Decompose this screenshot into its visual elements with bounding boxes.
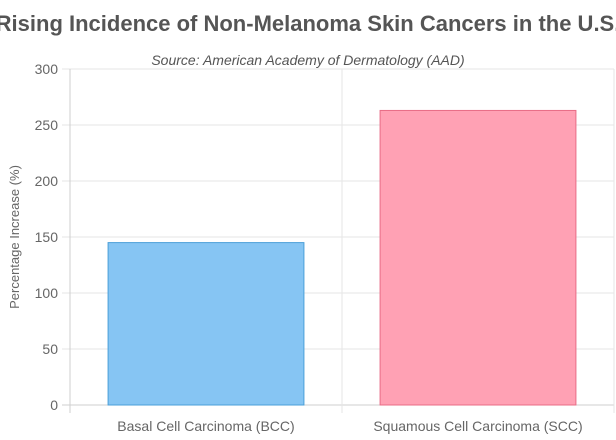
chart-title: Rising Incidence of Non-Melanoma Skin Ca…	[0, 11, 616, 36]
bar-scc[interactable]	[379, 109, 577, 406]
y-tick-label: 0	[50, 397, 58, 413]
y-tick-label: 300	[35, 61, 59, 77]
y-tick-label: 100	[35, 285, 59, 301]
bar-bcc[interactable]	[107, 242, 305, 406]
y-tick-label: 50	[42, 341, 58, 357]
x-tick-label: Basal Cell Carcinoma (BCC)	[117, 418, 294, 434]
x-tick-label: Squamous Cell Carcinoma (SCC)	[373, 418, 582, 434]
chart-subtitle: Source: American Academy of Dermatology …	[151, 52, 464, 68]
y-tick-label: 150	[35, 229, 59, 245]
y-tick-label: 200	[35, 173, 59, 189]
x-axis-ticks: Basal Cell Carcinoma (BCC) Squamous Cell …	[117, 418, 582, 434]
bars	[107, 109, 577, 406]
y-axis-title: Percentage Increase (%)	[7, 165, 22, 309]
y-tick-label: 250	[35, 117, 59, 133]
y-axis-ticks: 0 50 100 150 200 250 300	[35, 61, 59, 413]
